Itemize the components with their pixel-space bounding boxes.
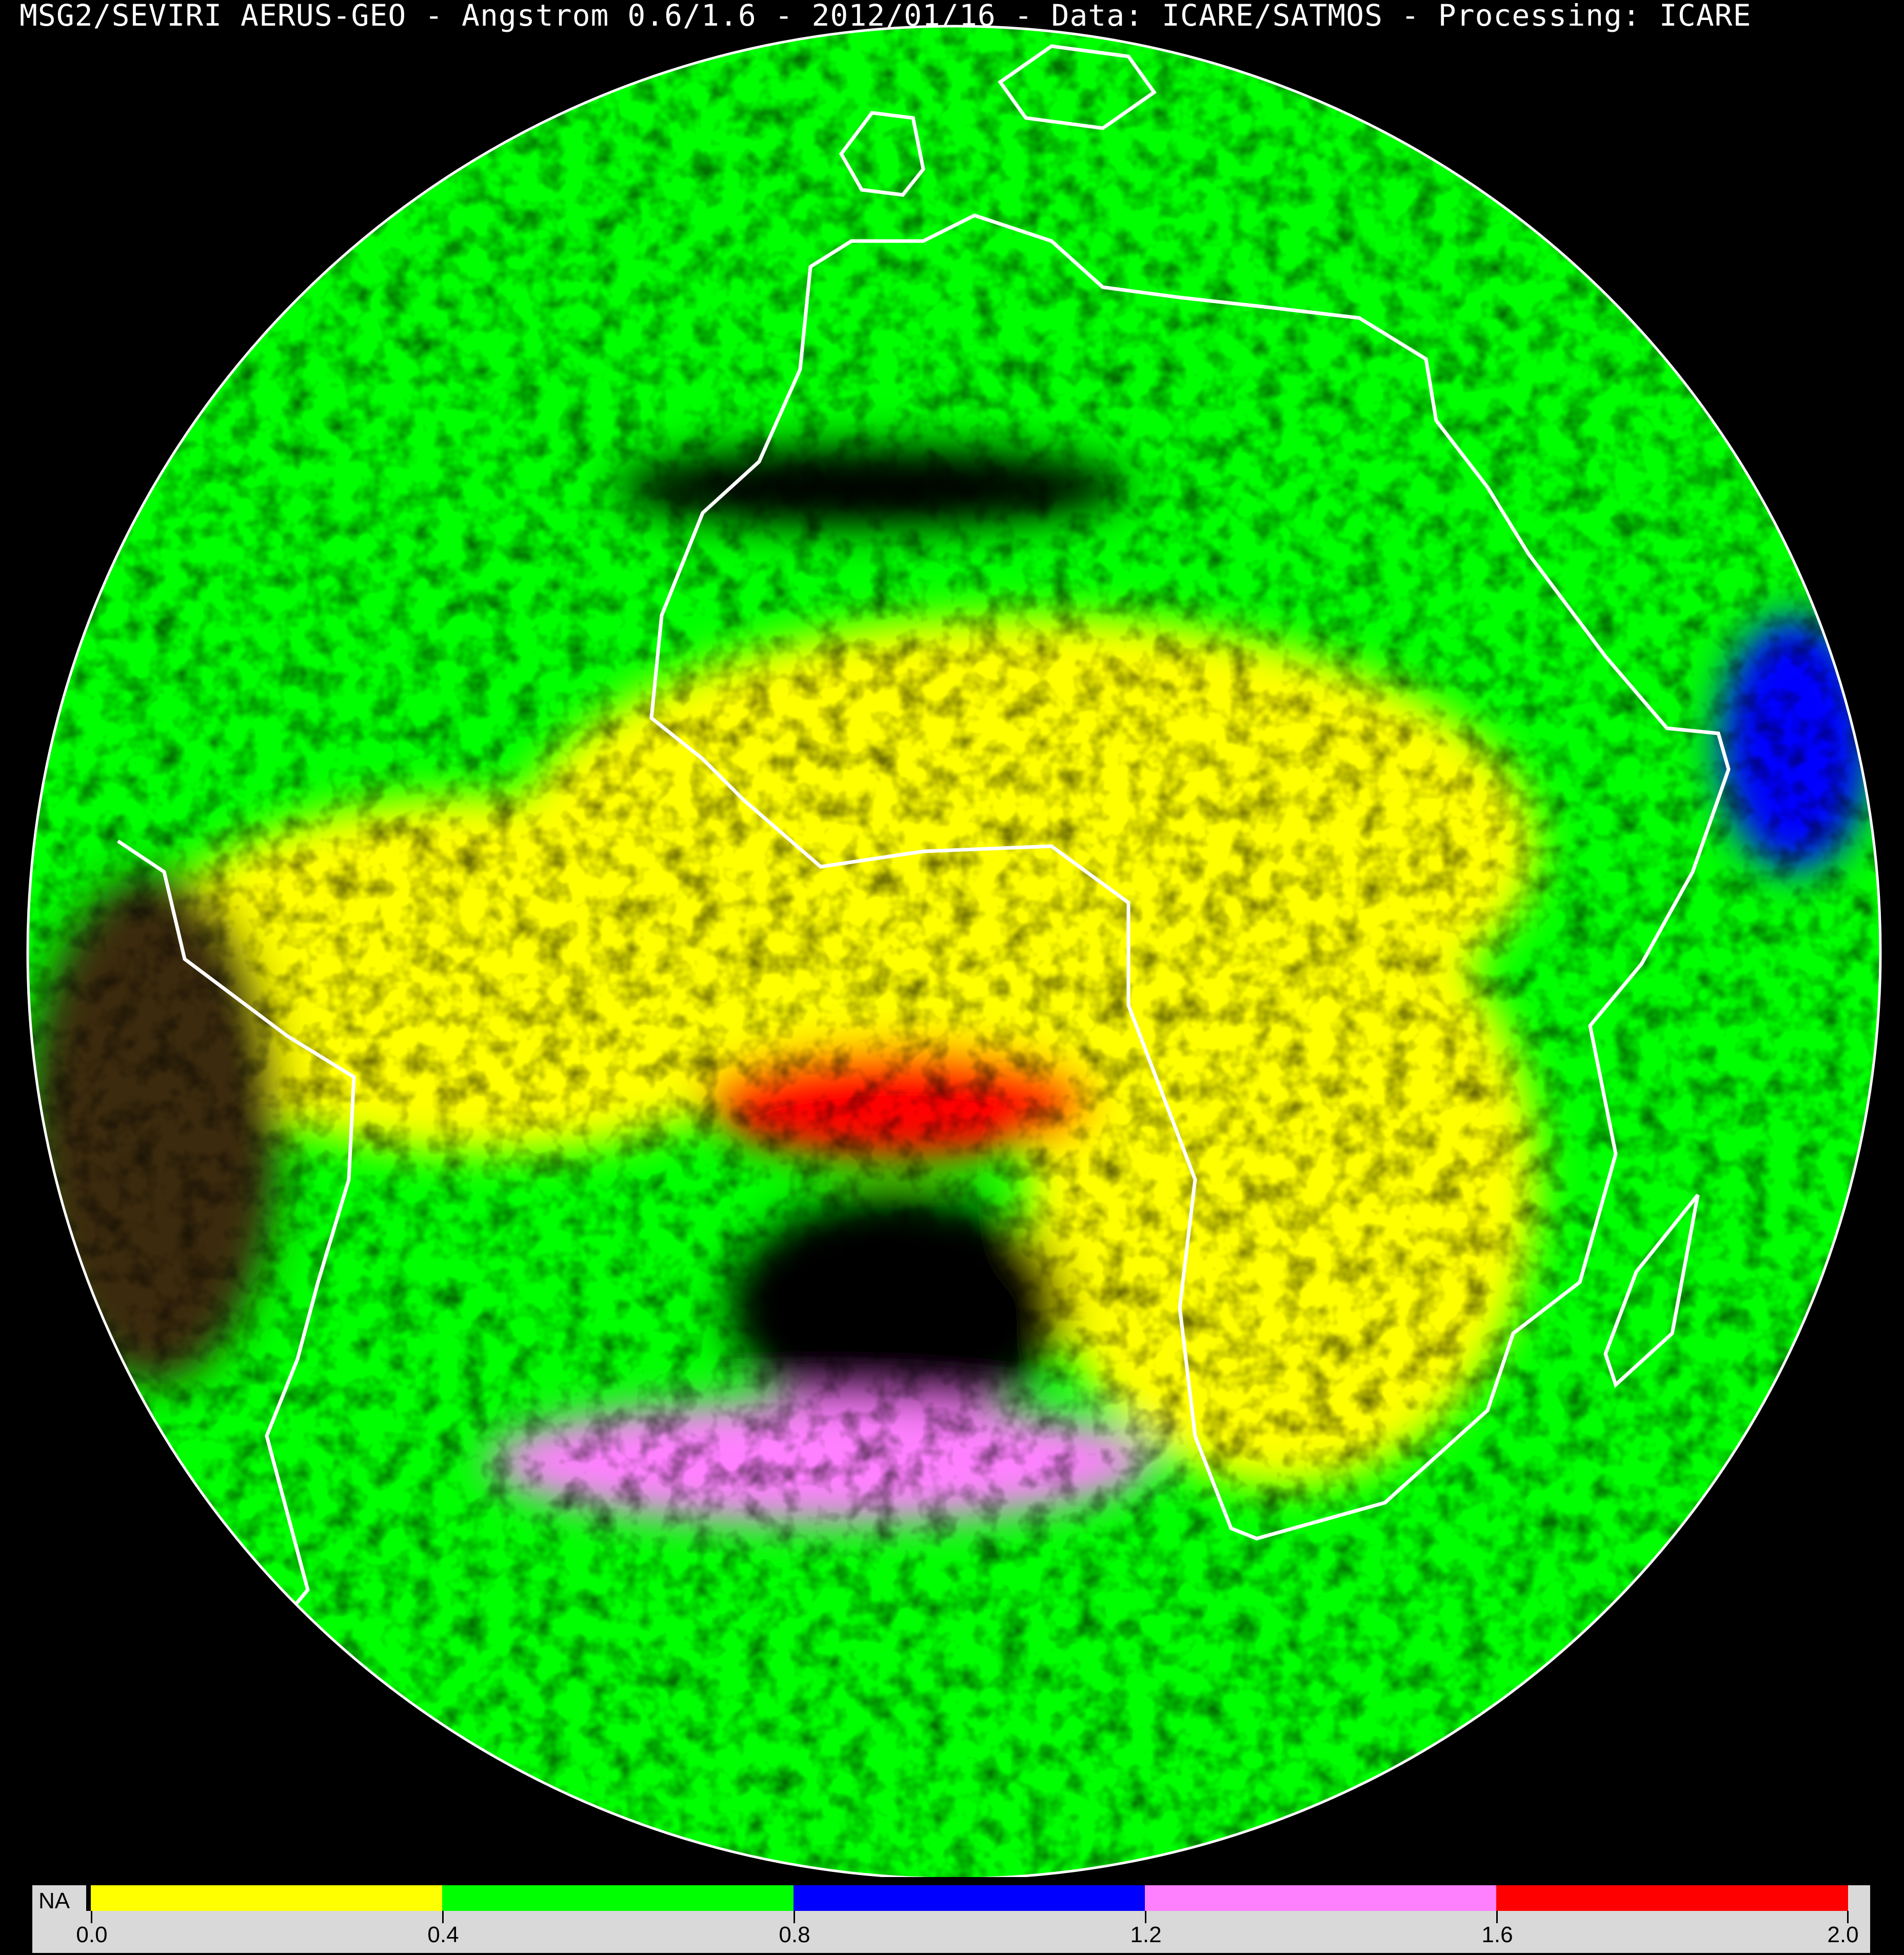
legend-bin-0.8-1.2 [794,1885,1145,1911]
tick-mark [1145,1911,1146,1923]
na-swatch [86,1885,91,1911]
tick-label: 0.8 [779,1922,810,1947]
tick-label: 1.6 [1481,1922,1513,1947]
legend-bin-0.0-0.4 [91,1885,442,1911]
tick-label: 0.0 [76,1922,108,1947]
tick-mark [442,1911,444,1923]
earth-disk-map [27,25,1881,1877]
disk-outline [27,25,1881,1877]
coastlines [117,44,1731,1745]
legend-bin-1.2-1.6 [1145,1885,1496,1911]
tick-label: 2.0 [1827,1922,1859,1947]
na-label: NA [38,1888,70,1913]
tick-mark [1496,1911,1498,1923]
map-title: MSG2/SEVIRI AERUS-GEO - Angstrom 0.6/1.6… [19,0,1752,33]
legend-bin-0.4-0.8 [442,1885,794,1911]
legend-bin-1.6-2.0 [1496,1885,1848,1911]
tick-label: 1.2 [1130,1922,1162,1947]
color-legend: NA 0.0 0.4 0.8 1.2 1.6 2.0 [32,1885,1870,1953]
tick-mark [91,1911,92,1923]
tick-mark [794,1911,795,1923]
tick-mark [1847,1911,1849,1923]
texture-noise [28,26,1880,1877]
tick-label: 0.4 [427,1922,459,1947]
